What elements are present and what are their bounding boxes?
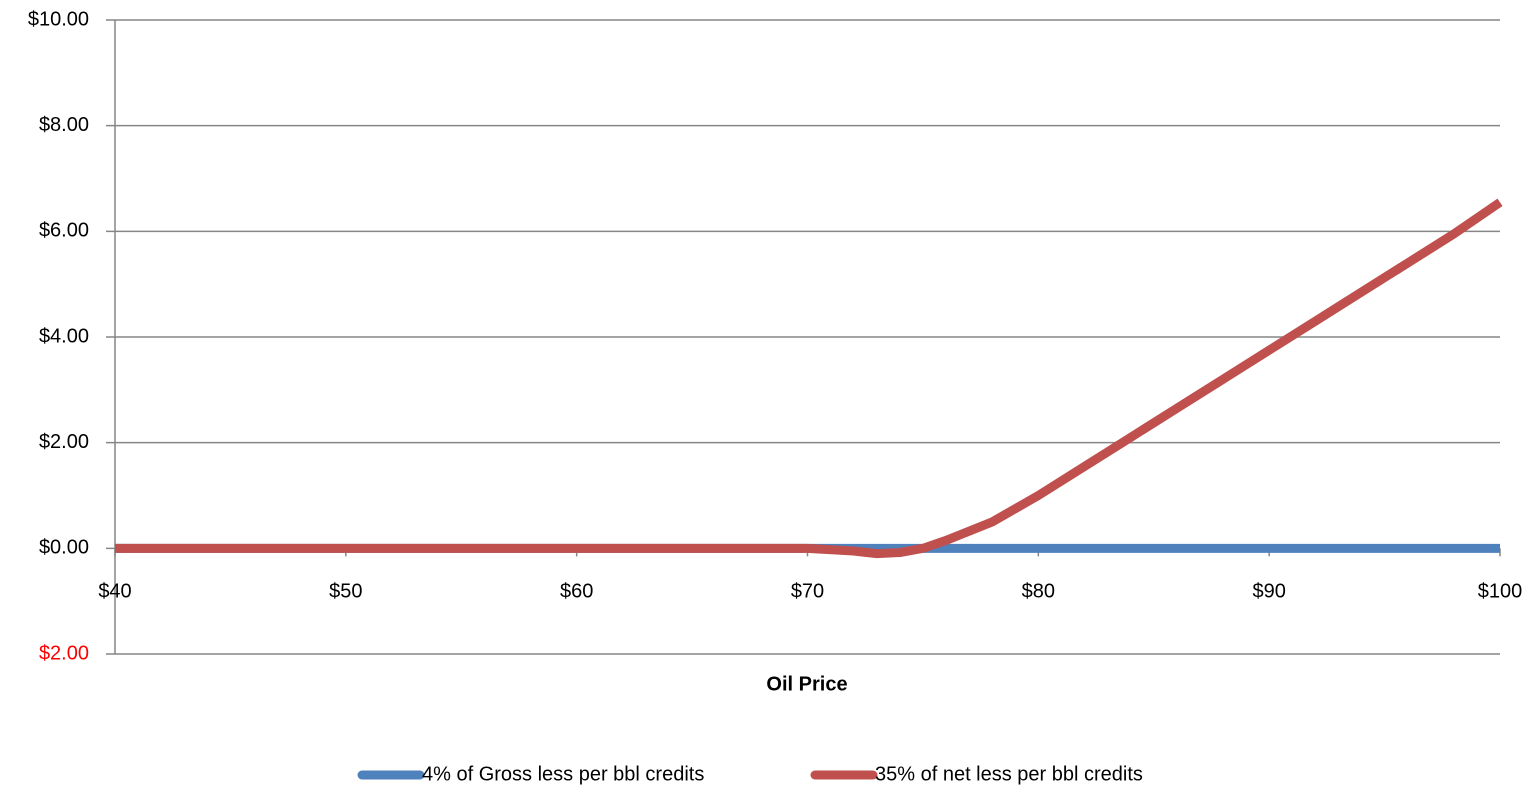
x-tick-label: $50 — [329, 581, 362, 603]
legend-label: 35% of net less per bbl credits — [875, 763, 1143, 785]
y-tick-label: $6.00 — [39, 220, 89, 242]
x-tick-label: $60 — [560, 581, 593, 603]
x-tick-label: $80 — [1022, 581, 1055, 603]
y-tick-label: $2.00 — [39, 431, 89, 453]
x-tick-label: $90 — [1252, 581, 1285, 603]
y-tick-label: $2.00 — [39, 642, 89, 664]
legend-label: 4% of Gross less per bbl credits — [422, 763, 704, 785]
y-tick-label: $4.00 — [39, 325, 89, 347]
series-line — [115, 198, 1503, 559]
x-axis-title: Oil Price — [766, 673, 847, 695]
y-tick-label: $0.00 — [39, 537, 89, 559]
x-tick-label: $70 — [791, 581, 824, 603]
x-tick-label: $40 — [98, 581, 131, 603]
x-tick-label: $100 — [1478, 581, 1523, 603]
y-tick-label: $8.00 — [39, 114, 89, 136]
y-tick-label: $10.00 — [28, 8, 89, 30]
